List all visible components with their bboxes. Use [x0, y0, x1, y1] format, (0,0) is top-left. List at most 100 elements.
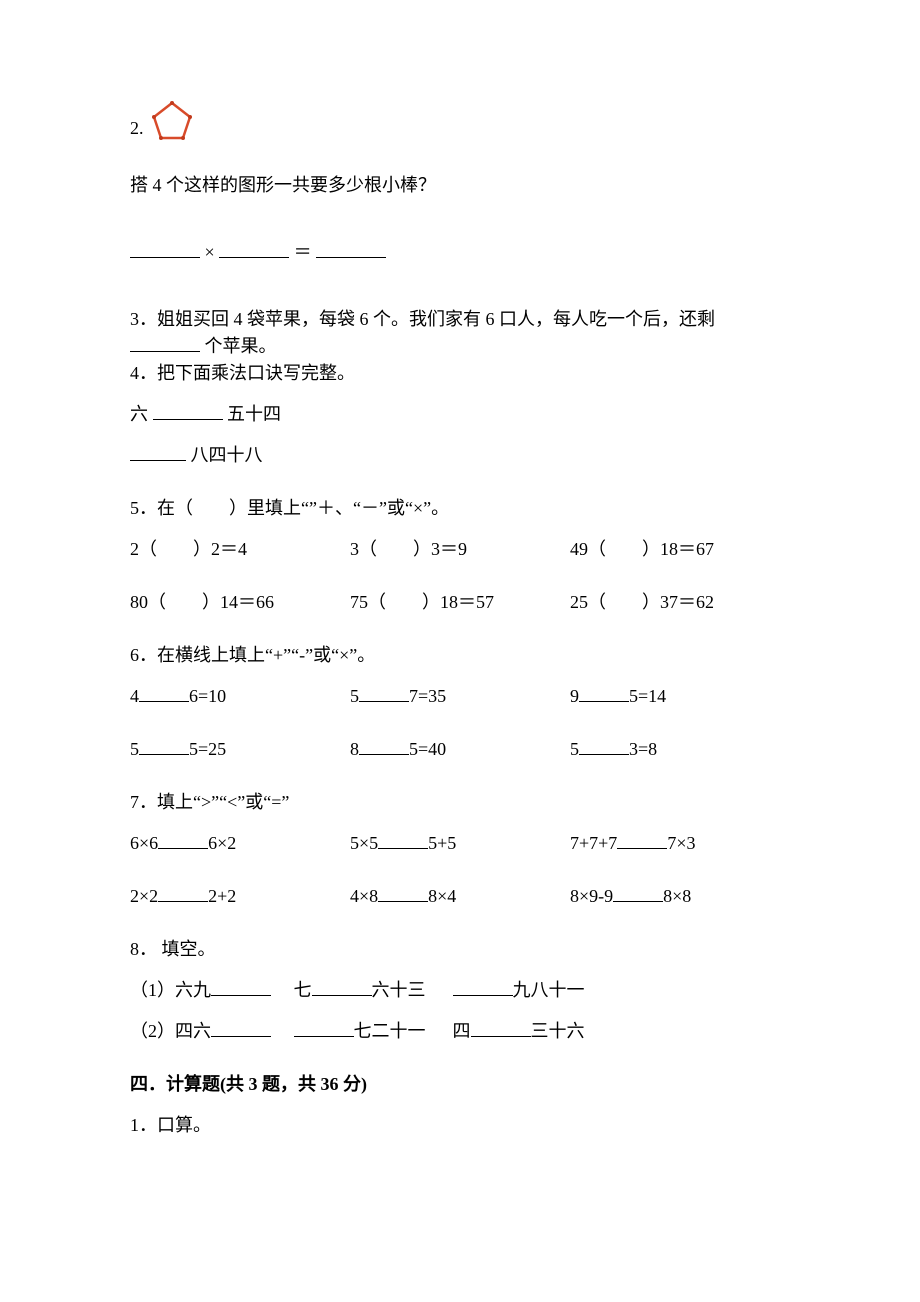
- q6-title: 6．在横线上填上“+”“-”或“×”。: [130, 642, 790, 669]
- t: 5: [350, 686, 359, 706]
- pentagon-icon: [150, 100, 194, 142]
- t: 四: [453, 1021, 471, 1041]
- q7-row1: 6×6 6×2 5×5 5+5 7+7+7 7×3: [130, 830, 790, 857]
- t: 6=10: [189, 686, 226, 706]
- t: （2）四六: [130, 1021, 211, 1041]
- blank[interactable]: [453, 977, 513, 996]
- blank[interactable]: [219, 239, 289, 258]
- q5-r2b: 75（ ）18＝57: [350, 589, 570, 616]
- blank[interactable]: [158, 830, 208, 849]
- q7-r2a: 2×2 2+2: [130, 883, 350, 910]
- q6-r1b: 5 7=35: [350, 683, 570, 710]
- q6-row1: 4 6=10 5 7=35 9 5=14: [130, 683, 790, 710]
- blank[interactable]: [211, 1018, 271, 1037]
- t: 7=35: [409, 686, 446, 706]
- t: 5=40: [409, 739, 446, 759]
- blank[interactable]: [211, 977, 271, 996]
- q7-r2c: 8×9-9 8×8: [570, 883, 790, 910]
- q5-r1c: 49（ ）18＝67: [570, 536, 790, 563]
- q2-prompt: 搭 4 个这样的图形一共要多少根小棒？: [130, 172, 790, 199]
- blank[interactable]: [579, 736, 629, 755]
- t: 5+5: [428, 833, 456, 853]
- t: 7+7+7: [570, 833, 617, 853]
- q5-r1a: 2（ ）2＝4: [130, 536, 350, 563]
- q5-r2a: 80（ ）14＝66: [130, 589, 350, 616]
- t: 5=25: [189, 739, 226, 759]
- q6-r1c: 9 5=14: [570, 683, 790, 710]
- blank[interactable]: [130, 239, 200, 258]
- section4-q1: 1．口算。: [130, 1112, 790, 1139]
- q6-r2a: 5 5=25: [130, 736, 350, 763]
- q7-r1c: 7+7+7 7×3: [570, 830, 790, 857]
- t: 七二十一: [354, 1021, 426, 1041]
- t: 5: [570, 739, 579, 759]
- blank[interactable]: [130, 442, 186, 461]
- q8-row2: （2）四六 七二十一 四 三十六: [130, 1018, 790, 1045]
- t: 7×3: [667, 833, 695, 853]
- blank[interactable]: [378, 883, 428, 902]
- blank[interactable]: [153, 401, 223, 420]
- q2-equation: × ＝: [130, 239, 790, 266]
- t: 2+2: [208, 886, 236, 906]
- q6-r1a: 4 6=10: [130, 683, 350, 710]
- t: 2×2: [130, 886, 158, 906]
- blank[interactable]: [613, 883, 663, 902]
- blank[interactable]: [359, 683, 409, 702]
- t: 三十六: [531, 1021, 585, 1041]
- q3-line: 3．姐姐买回 4 袋苹果，每袋 6 个。我们家有 6 口人，每人吃一个后，还剩 …: [130, 306, 790, 360]
- t: 8×4: [428, 886, 456, 906]
- q5-title: 5．在（ ）里填上“”＋、“－”或“×”。: [130, 495, 790, 522]
- blank[interactable]: [130, 333, 200, 352]
- q6-r2b: 8 5=40: [350, 736, 570, 763]
- t: 4: [130, 686, 139, 706]
- q7-title: 7．填上“>”“<”或“=”: [130, 789, 790, 816]
- t: 9: [570, 686, 579, 706]
- t: 九八十一: [513, 980, 585, 1000]
- q4-line2: 八四十八: [130, 442, 790, 469]
- blank[interactable]: [471, 1018, 531, 1037]
- q8-row1: （1）六九 七六十三 九八十一: [130, 977, 790, 1004]
- t: 8×8: [663, 886, 691, 906]
- section4-title: 四．计算题(共 3 题，共 36 分): [130, 1071, 790, 1098]
- q4-l1-b: 五十四: [227, 404, 281, 424]
- t: 6×2: [208, 833, 236, 853]
- blank[interactable]: [158, 883, 208, 902]
- blank[interactable]: [312, 977, 372, 996]
- q3-text-a: 3．姐姐买回 4 袋苹果，每袋 6 个。我们家有 6 口人，每人吃一个后，还剩: [130, 309, 715, 329]
- t: 8: [350, 739, 359, 759]
- q4-l2-b: 八四十八: [191, 445, 263, 465]
- t: 5×5: [350, 833, 378, 853]
- t: 5: [130, 739, 139, 759]
- q6-r2c: 5 3=8: [570, 736, 790, 763]
- blank[interactable]: [359, 736, 409, 755]
- q4-title: 4．把下面乘法口诀写完整。: [130, 360, 790, 387]
- q7-row2: 2×2 2+2 4×88×4 8×9-9 8×8: [130, 883, 790, 910]
- blank[interactable]: [139, 683, 189, 702]
- q5-row1: 2（ ）2＝4 3（ ）3＝9 49（ ）18＝67: [130, 536, 790, 563]
- q8-title: 8． 填空。: [130, 936, 790, 963]
- blank[interactable]: [579, 683, 629, 702]
- q7-r1a: 6×6 6×2: [130, 830, 350, 857]
- q4-l1-a: 六: [130, 404, 148, 424]
- blank[interactable]: [378, 830, 428, 849]
- worksheet-page: 2. 搭 4 个这样的图形一共要多少根小棒？ × ＝ 3．姐姐买回 4 袋苹果，…: [0, 0, 920, 1302]
- q6-row2: 5 5=25 8 5=40 5 3=8: [130, 736, 790, 763]
- t: 8×9-9: [570, 886, 613, 906]
- q7-r1b: 5×5 5+5: [350, 830, 570, 857]
- blank[interactable]: [316, 239, 386, 258]
- blank[interactable]: [294, 1018, 354, 1037]
- q5-r2c: 25（ ）37＝62: [570, 589, 790, 616]
- q2-header: 2.: [130, 100, 790, 142]
- q7-r2b: 4×88×4: [350, 883, 570, 910]
- t: 3=8: [629, 739, 657, 759]
- q4-line1: 六 五十四: [130, 401, 790, 428]
- t: 6×6: [130, 833, 158, 853]
- q3-text-b: 个苹果。: [205, 336, 277, 356]
- equals-sign: ＝: [294, 242, 312, 262]
- t: （1）六九: [130, 980, 211, 1000]
- t: 七: [294, 980, 312, 1000]
- t: 5=14: [629, 686, 666, 706]
- blank[interactable]: [139, 736, 189, 755]
- q5-r1b: 3（ ）3＝9: [350, 536, 570, 563]
- blank[interactable]: [617, 830, 667, 849]
